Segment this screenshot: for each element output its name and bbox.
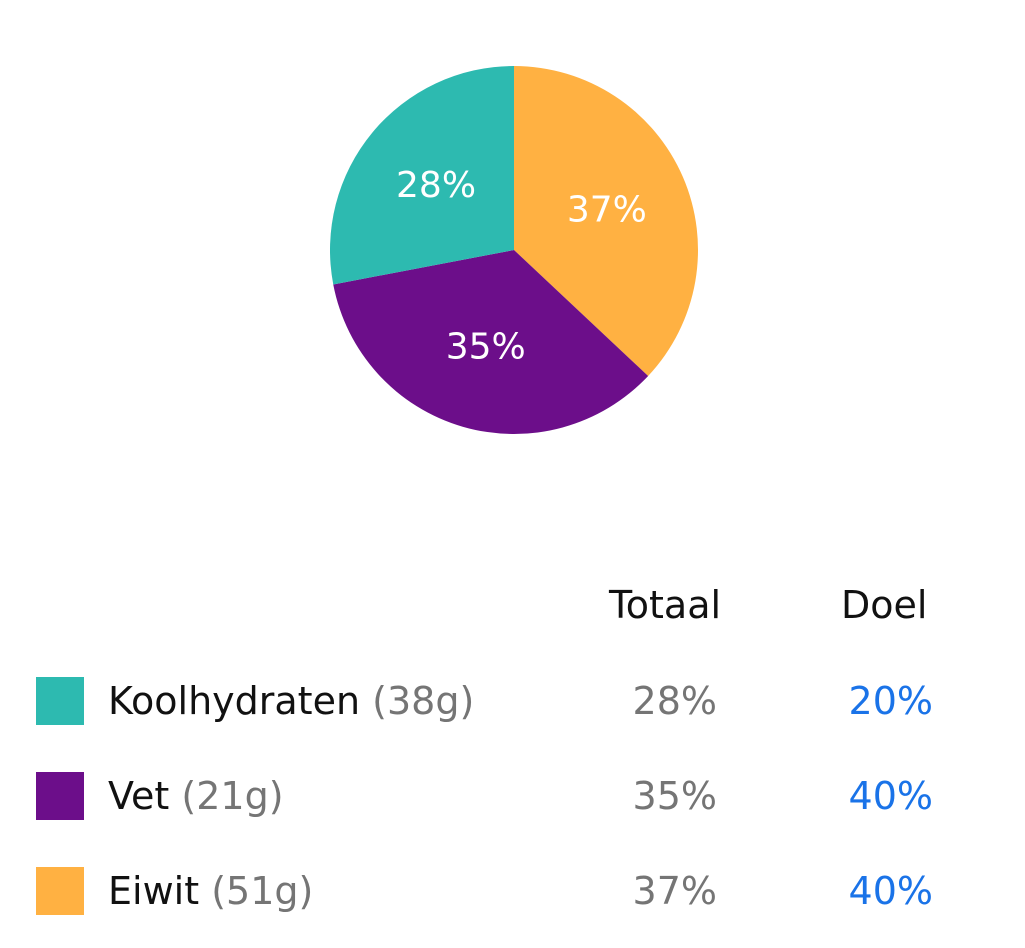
carbs-color-swatch xyxy=(36,677,84,725)
pie-slice-koolhydraten xyxy=(330,66,514,285)
macro-row-protein: Eiwit (51g) 37% 40% xyxy=(0,867,1025,927)
pie-label-vet: 35% xyxy=(446,327,526,368)
fat-grams: (21g) xyxy=(181,774,284,818)
pie-slice-eiwit xyxy=(514,66,698,376)
pie-label-koolhydraten: 28% xyxy=(396,165,476,206)
protein-label: Eiwit xyxy=(108,869,200,913)
protein-total: 37% xyxy=(632,869,717,913)
pie-slice-vet xyxy=(333,250,649,434)
macro-row-carbs: Koolhydraten (38g) 28% 20% xyxy=(0,677,1025,737)
macro-row-fat: Vet (21g) 35% 40% xyxy=(0,772,1025,832)
fat-label: Vet xyxy=(108,774,170,818)
fat-total: 35% xyxy=(632,774,717,818)
protein-color-swatch xyxy=(36,867,84,915)
carbs-label: Koolhydraten xyxy=(108,679,361,723)
carbs-goal[interactable]: 20% xyxy=(848,679,933,723)
carbs-total: 28% xyxy=(632,679,717,723)
protein-goal[interactable]: 40% xyxy=(848,869,933,913)
protein-grams: (51g) xyxy=(211,869,314,913)
pie-label-eiwit: 37% xyxy=(567,189,647,230)
column-header-goal: Doel xyxy=(841,583,928,627)
column-header-total: Totaal xyxy=(609,583,722,627)
fat-goal[interactable]: 40% xyxy=(848,774,933,818)
fat-color-swatch xyxy=(36,772,84,820)
carbs-grams: (38g) xyxy=(372,679,475,723)
macro-pie-chart: 37% 35% 28% xyxy=(330,66,698,434)
